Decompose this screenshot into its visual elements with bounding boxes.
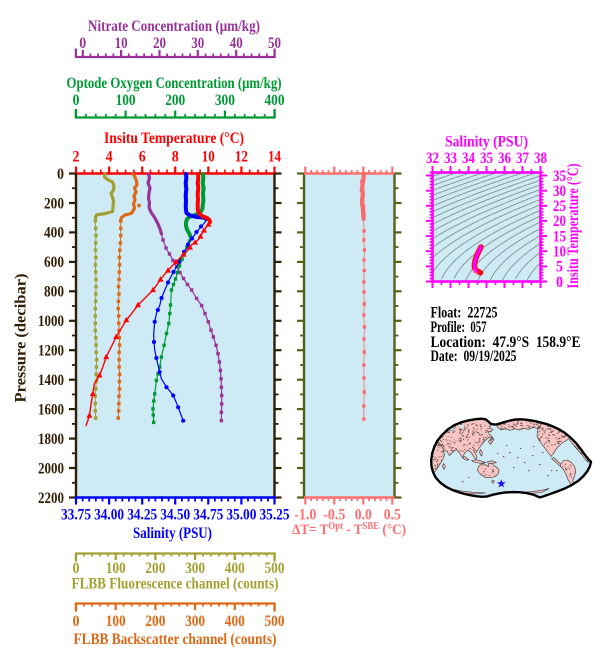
svg-text:34.25: 34.25 [127, 507, 157, 524]
svg-text:0: 0 [73, 560, 80, 577]
svg-text:34.00: 34.00 [94, 507, 124, 524]
svg-text:35.25: 35.25 [260, 507, 290, 524]
svg-text:2200: 2200 [38, 490, 64, 507]
svg-text:1600: 1600 [38, 401, 64, 418]
svg-text:0: 0 [79, 35, 86, 52]
svg-text:200: 200 [44, 195, 64, 212]
svg-text:FLBB Fluorescence channel (cou: FLBB Fluorescence channel (counts) [72, 576, 279, 593]
svg-text:38: 38 [534, 150, 547, 167]
svg-text:2: 2 [73, 149, 80, 166]
svg-text:50: 50 [268, 35, 281, 52]
svg-text:10: 10 [202, 149, 215, 166]
svg-text:500: 500 [265, 560, 285, 577]
svg-text:35: 35 [553, 168, 566, 185]
svg-text:Insitu Temperature (°C): Insitu Temperature (°C) [104, 130, 244, 147]
svg-text:0: 0 [57, 166, 64, 183]
svg-text:34.50: 34.50 [160, 507, 190, 524]
svg-text:35: 35 [480, 150, 493, 167]
svg-text:-0.5: -0.5 [323, 507, 345, 524]
svg-text:600: 600 [44, 254, 64, 271]
svg-text:Location: 47.9°S 158.9°E: Location: 47.9°S 158.9°E [431, 334, 581, 351]
svg-text:Profile: 057: Profile: 057 [431, 319, 487, 336]
svg-text:1200: 1200 [38, 343, 64, 360]
svg-text:400: 400 [225, 613, 245, 630]
svg-text:Optode Oxygen Concentration (μ: Optode Oxygen Concentration (μm/kg) [67, 75, 282, 92]
svg-text:400: 400 [225, 560, 245, 577]
svg-text:14: 14 [268, 149, 281, 166]
svg-text:25: 25 [553, 198, 566, 215]
svg-text:0: 0 [73, 92, 80, 109]
svg-text:1800: 1800 [38, 431, 64, 448]
svg-text:37: 37 [516, 150, 529, 167]
svg-text:Pressure (decibar): Pressure (decibar) [13, 274, 30, 403]
svg-text:0: 0 [556, 274, 563, 291]
svg-text:20: 20 [553, 213, 566, 230]
svg-text:Nitrate Concentration (μm/kg): Nitrate Concentration (μm/kg) [88, 18, 260, 35]
svg-text:400: 400 [265, 92, 285, 109]
svg-text:200: 200 [145, 560, 165, 577]
svg-text:4: 4 [106, 149, 113, 166]
svg-text:ΔT= TOpt - TSBE (°C): ΔT= TOpt - TSBE (°C) [292, 521, 406, 538]
svg-text:400: 400 [44, 225, 64, 242]
svg-text:30: 30 [553, 183, 566, 200]
svg-text:10: 10 [115, 35, 128, 52]
svg-text:0: 0 [73, 613, 80, 630]
svg-text:Float: 22725: Float: 22725 [431, 304, 498, 321]
svg-text:33: 33 [444, 150, 457, 167]
svg-text:300: 300 [215, 92, 235, 109]
svg-text:8: 8 [172, 149, 179, 166]
svg-text:12: 12 [235, 149, 248, 166]
svg-text:300: 300 [185, 613, 205, 630]
svg-text:30: 30 [191, 35, 204, 52]
svg-text:FLBB Backscatter channel (coun: FLBB Backscatter channel (counts) [74, 631, 277, 648]
svg-text:10: 10 [553, 244, 566, 261]
svg-text:36: 36 [498, 150, 511, 167]
svg-text:0.5: 0.5 [384, 507, 401, 524]
svg-text:33.75: 33.75 [61, 507, 91, 524]
svg-text:34: 34 [462, 150, 475, 167]
svg-text:2000: 2000 [38, 460, 64, 477]
svg-text:5: 5 [556, 259, 563, 276]
svg-text:40: 40 [230, 35, 243, 52]
svg-text:200: 200 [165, 92, 185, 109]
svg-text:Date: 09/19/2025: Date: 09/19/2025 [431, 348, 517, 365]
svg-text:6: 6 [139, 149, 146, 166]
svg-text:300: 300 [185, 560, 205, 577]
svg-text:15: 15 [553, 228, 566, 245]
svg-text:100: 100 [106, 613, 126, 630]
svg-text:Salinity (PSU): Salinity (PSU) [445, 134, 528, 151]
svg-text:200: 200 [145, 613, 165, 630]
svg-text:500: 500 [265, 613, 285, 630]
svg-text:800: 800 [44, 284, 64, 301]
svg-text:100: 100 [116, 92, 136, 109]
svg-text:Insitu Temperature (°C): Insitu Temperature (°C) [565, 164, 582, 289]
svg-text:35.00: 35.00 [226, 507, 256, 524]
svg-text:Salinity (PSU): Salinity (PSU) [133, 525, 212, 542]
svg-text:20: 20 [153, 35, 166, 52]
svg-text:0.0: 0.0 [355, 507, 372, 524]
svg-text:-1.0: -1.0 [294, 507, 316, 524]
svg-text:32: 32 [426, 150, 439, 167]
svg-text:34.75: 34.75 [193, 507, 223, 524]
svg-text:100: 100 [106, 560, 126, 577]
svg-text:1000: 1000 [38, 313, 64, 330]
svg-text:1400: 1400 [38, 372, 64, 389]
